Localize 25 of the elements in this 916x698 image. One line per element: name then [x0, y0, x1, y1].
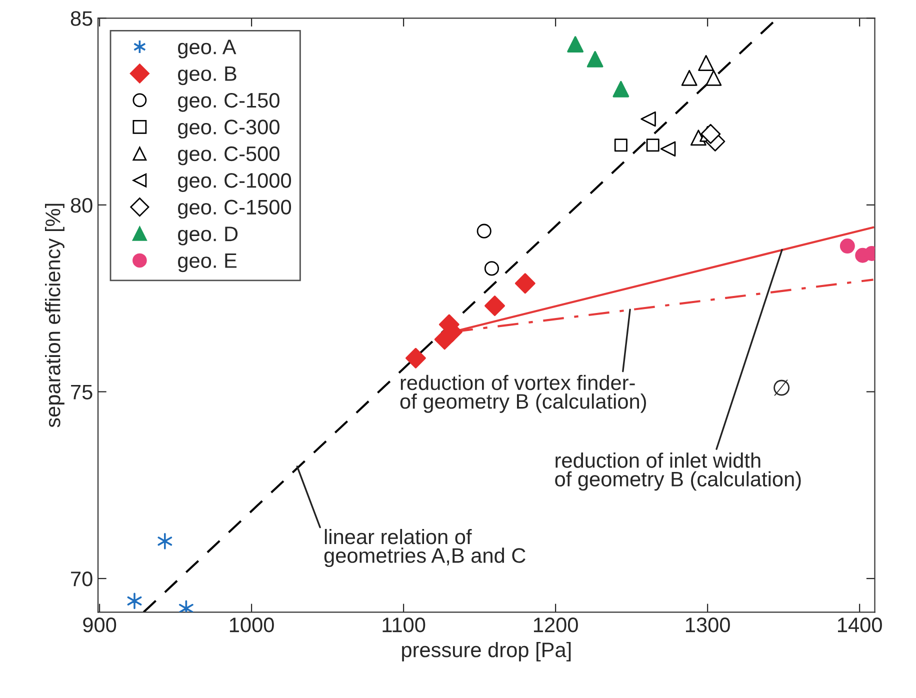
annotation: reduction of vortex finder- of geometry B (calculation) — [400, 374, 646, 413]
annotation: linear relation of geometries A,B and C — [324, 528, 526, 568]
legend-label: geo. B — [178, 66, 236, 86]
x-tick-label: 1200 — [534, 618, 578, 632]
annotation: reduction of inlet width of geometry B (calculation) — [555, 452, 801, 491]
x-tick-label: 1300 — [686, 618, 730, 632]
x-tick-label: 1000 — [230, 618, 274, 632]
y-tick-label: 70 — [71, 572, 92, 586]
legend-label: geo. C-300 — [178, 120, 280, 139]
y-axis-title: separation efficiency [%] — [45, 204, 64, 428]
legend-label: geo. C-150 — [178, 92, 280, 112]
annotation: ∅ — [774, 380, 790, 396]
legend-label: geo. C-1500 — [178, 200, 292, 219]
legend-label: geo. C-500 — [178, 146, 280, 166]
y-tick-label: 75 — [71, 384, 92, 400]
x-tick-label: 1100 — [382, 618, 426, 632]
x-axis-title: pressure drop [Pa] — [402, 642, 571, 662]
legend-label: geo. A — [178, 40, 236, 58]
y-tick-label: 85 — [70, 11, 92, 26]
x-tick-label: 1400 — [838, 618, 882, 632]
legend-label: geo. C-1000 — [178, 173, 292, 192]
x-tick-label: 900 — [83, 618, 116, 632]
legend-label: geo. D — [178, 226, 238, 246]
legend-label: geo. E — [178, 253, 237, 272]
y-tick-label: 80 — [70, 198, 92, 213]
